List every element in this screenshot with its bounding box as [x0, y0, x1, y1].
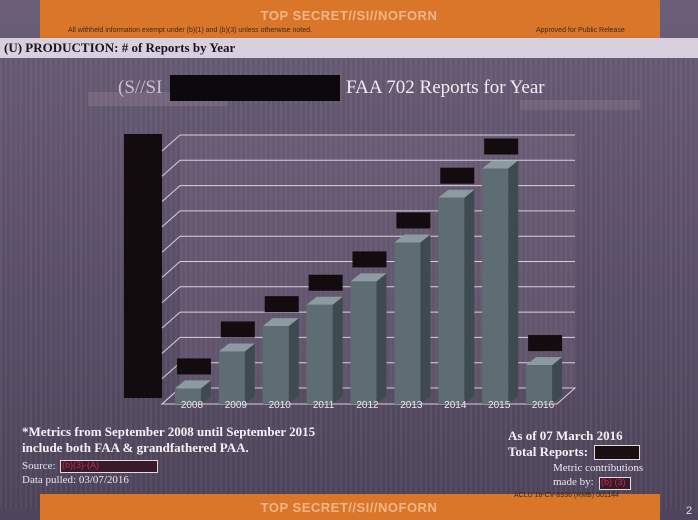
value-label-redaction-2012	[352, 251, 387, 268]
y-axis-redaction	[124, 134, 162, 398]
bar-2011	[306, 304, 333, 404]
bar-2013	[394, 242, 421, 404]
bar-top-2008	[174, 380, 211, 389]
value-label-redaction-2008	[176, 358, 211, 375]
bar-2012	[350, 281, 377, 404]
gridline-depth	[161, 134, 181, 152]
gridline-depth	[161, 235, 181, 253]
bar-top-2011	[306, 296, 343, 305]
release-note: Approved for Public Release	[536, 27, 625, 34]
x-tick-label-2011: 2011	[313, 400, 335, 411]
bar-side-2015	[508, 160, 519, 404]
chart-title-text: FAA 702 Reports for Year	[346, 77, 545, 98]
source-redaction-code: (b)(3)-(A)	[62, 460, 99, 470]
metric-redaction-code: (b) (3)	[601, 477, 626, 487]
value-label-redaction-2013	[396, 212, 431, 229]
x-tick-label-2009: 2009	[225, 400, 248, 411]
background-texture	[0, 40, 698, 510]
value-label-redaction-2014	[440, 167, 475, 184]
x-tick-label-2008: 2008	[181, 400, 204, 411]
top-classification-banner	[40, 0, 660, 38]
bottom-classification-banner	[40, 494, 660, 520]
gridline-depth	[161, 159, 181, 177]
x-tick-label-2010: 2010	[269, 400, 292, 411]
metric-contributions-line-2: made by:	[553, 476, 594, 488]
decorative-band	[520, 100, 640, 110]
bar-top-2010	[262, 318, 299, 327]
bar-side-2014	[464, 189, 475, 404]
metrics-note-line-2: include both FAA & grandfathered PAA.	[22, 440, 249, 455]
bar-top-2012	[350, 273, 387, 282]
source-label: Source:	[22, 460, 56, 472]
x-tick-label-2013: 2013	[400, 400, 423, 411]
title-redaction-block	[170, 75, 340, 101]
x-tick-label-2014: 2014	[444, 400, 467, 411]
gridline-depth	[161, 210, 181, 228]
bar-side-2011	[332, 296, 343, 404]
data-pulled-date: Data pulled: 03/07/2016	[22, 474, 129, 486]
withheld-note: All withheld information exempt under (b…	[68, 27, 312, 34]
metrics-note-line-1: *Metrics from September 2008 until Septe…	[22, 424, 316, 439]
total-reports-label: Total Reports:	[508, 444, 589, 459]
chart-title: (S//SI FAA 702 Reports for Year	[118, 73, 578, 103]
bar-side-2013	[420, 234, 431, 404]
bar-2014	[438, 197, 465, 404]
metric-redaction-block	[599, 477, 631, 490]
bottom-classification-marking: TOP SECRET//SI//NOFORN	[260, 500, 438, 515]
bar-side-2009	[244, 343, 255, 404]
value-label-redaction-2010	[264, 296, 299, 313]
value-label-redaction-2016	[528, 335, 563, 352]
chart-title-prefix: (S//SI	[118, 77, 163, 98]
bar-top-2015	[482, 160, 519, 169]
bar-side-2012	[376, 273, 387, 404]
gridline-depth	[161, 286, 181, 304]
total-reports-redaction-block	[594, 445, 640, 460]
as-of-date: As of 07 March 2016	[508, 428, 623, 443]
bar-2010	[262, 326, 289, 404]
bar-side-2008	[200, 380, 211, 404]
gridline-depth	[161, 337, 181, 354]
x-tick-label-2012: 2012	[356, 400, 379, 411]
bar-top-2013	[394, 234, 431, 243]
bar-side-2016	[552, 357, 563, 404]
bar-top-2014	[438, 189, 475, 198]
gridline-depth	[161, 261, 181, 278]
gridline-depth	[161, 311, 181, 329]
bar-2016	[526, 365, 553, 404]
bar-2009	[218, 351, 245, 404]
x-tick-label-2016: 2016	[532, 400, 555, 411]
bar-side-2010	[288, 318, 299, 404]
page-heading: (U) PRODUCTION: # of Reports by Year	[0, 38, 698, 58]
value-label-redaction-2011	[308, 274, 343, 291]
value-label-redaction-2009	[220, 321, 255, 338]
x-tick-label-2015: 2015	[488, 400, 511, 411]
bar-2015	[482, 168, 509, 404]
bar-2008	[174, 388, 201, 404]
page-number: 2	[686, 505, 693, 517]
gridline-depth	[161, 185, 181, 202]
bar-top-2009	[218, 343, 255, 352]
metric-contributions-line-1: Metric contributions	[553, 462, 644, 474]
bar-top-2016	[526, 357, 563, 366]
value-label-redaction-2015	[484, 138, 519, 155]
document-id: ACLU 16-CV-8936 (RMB) 001144	[514, 492, 619, 499]
source-redaction-block	[60, 460, 158, 473]
top-classification-marking: TOP SECRET//SI//NOFORN	[260, 8, 438, 23]
